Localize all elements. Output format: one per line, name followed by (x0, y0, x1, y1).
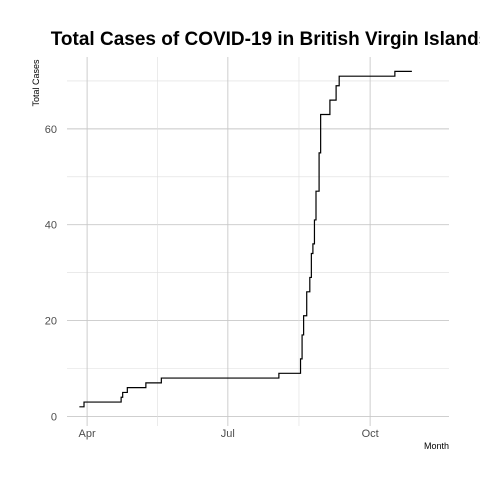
y-tick-label: 0 (51, 411, 57, 423)
y-tick-label: 40 (45, 220, 57, 232)
series-line (79, 70, 412, 408)
x-tick-label: Oct (362, 428, 379, 440)
x-tick-label: Apr (79, 428, 96, 440)
grid (67, 57, 449, 426)
x-tick-label: Jul (221, 428, 235, 440)
y-axis-title: Total Cases (31, 59, 41, 107)
tick-labels: 0 20 40 60 Apr Jul Oct (45, 124, 379, 440)
x-axis-title: Month (424, 441, 449, 451)
y-tick-label: 20 (45, 316, 57, 328)
chart-title: Total Cases of COVID-19 in British Virgi… (51, 29, 480, 50)
y-tick-label: 60 (45, 124, 57, 136)
